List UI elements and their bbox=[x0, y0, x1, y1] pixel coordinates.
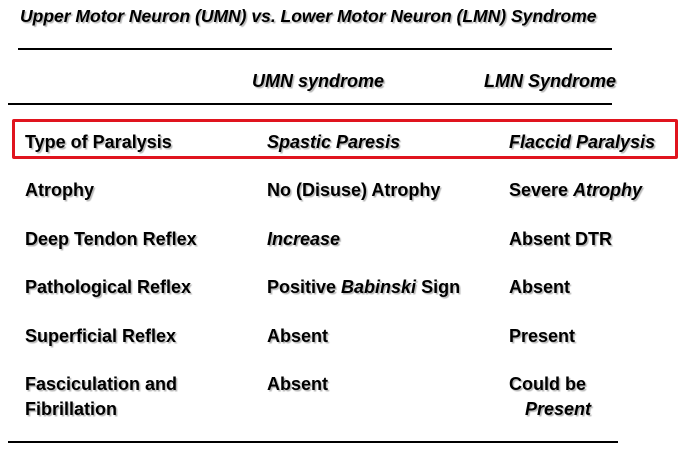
lmn-superficial-reflex: Present bbox=[509, 326, 576, 346]
umn-pathological-reflex: Positive Babinski Sign bbox=[267, 275, 460, 300]
row-label-deep-tendon-reflex: Deep Tendon Reflex bbox=[25, 229, 197, 249]
row-label-type-of-paralysis: Type of Paralysis bbox=[25, 132, 172, 152]
umn-pathological-suffix: Sign bbox=[416, 277, 461, 297]
lmn-pathological-reflex: Absent bbox=[509, 277, 571, 297]
row-label-pathological-reflex: Pathological Reflex bbox=[25, 277, 192, 297]
lmn-fasciculation-line2: Present bbox=[525, 399, 592, 419]
lmn-deep-tendon-reflex: Absent DTR bbox=[509, 229, 612, 249]
column-header-lmn: LMN Syndrome bbox=[484, 71, 617, 91]
umn-deep-tendon-reflex: Increase bbox=[267, 229, 341, 249]
umn-superficial-reflex: Absent bbox=[267, 326, 329, 346]
title-divider bbox=[18, 48, 612, 50]
footer-divider bbox=[8, 441, 618, 443]
page-title: Upper Motor Neuron (UMN) vs. Lower Motor… bbox=[20, 6, 597, 26]
umn-pathological-prefix: Positive bbox=[267, 277, 342, 297]
lmn-type-of-paralysis: Flaccid Paralysis bbox=[509, 132, 656, 152]
umn-type-of-paralysis: Spastic Paresis bbox=[267, 132, 401, 152]
umn-fasciculation: Absent bbox=[267, 374, 329, 394]
lmn-atrophy: Severe Atrophy bbox=[509, 178, 642, 203]
header-divider bbox=[8, 103, 612, 105]
umn-atrophy: No (Disuse) Atrophy bbox=[267, 180, 441, 200]
row-label-atrophy: Atrophy bbox=[25, 180, 94, 200]
row-label-fasciculation: Fasciculation and bbox=[25, 374, 178, 394]
umn-pathological-emphasis: Babinski bbox=[341, 277, 417, 297]
row-label-fibrillation: Fibrillation bbox=[25, 399, 117, 419]
row-label-superficial-reflex: Superficial Reflex bbox=[25, 326, 177, 346]
lmn-atrophy-emphasis: Atrophy bbox=[573, 180, 643, 200]
lmn-fasciculation-line1: Could be bbox=[509, 374, 586, 394]
lmn-atrophy-prefix: Severe bbox=[509, 180, 574, 200]
column-header-umn: UMN syndrome bbox=[252, 71, 385, 91]
highlight-box bbox=[12, 119, 678, 159]
